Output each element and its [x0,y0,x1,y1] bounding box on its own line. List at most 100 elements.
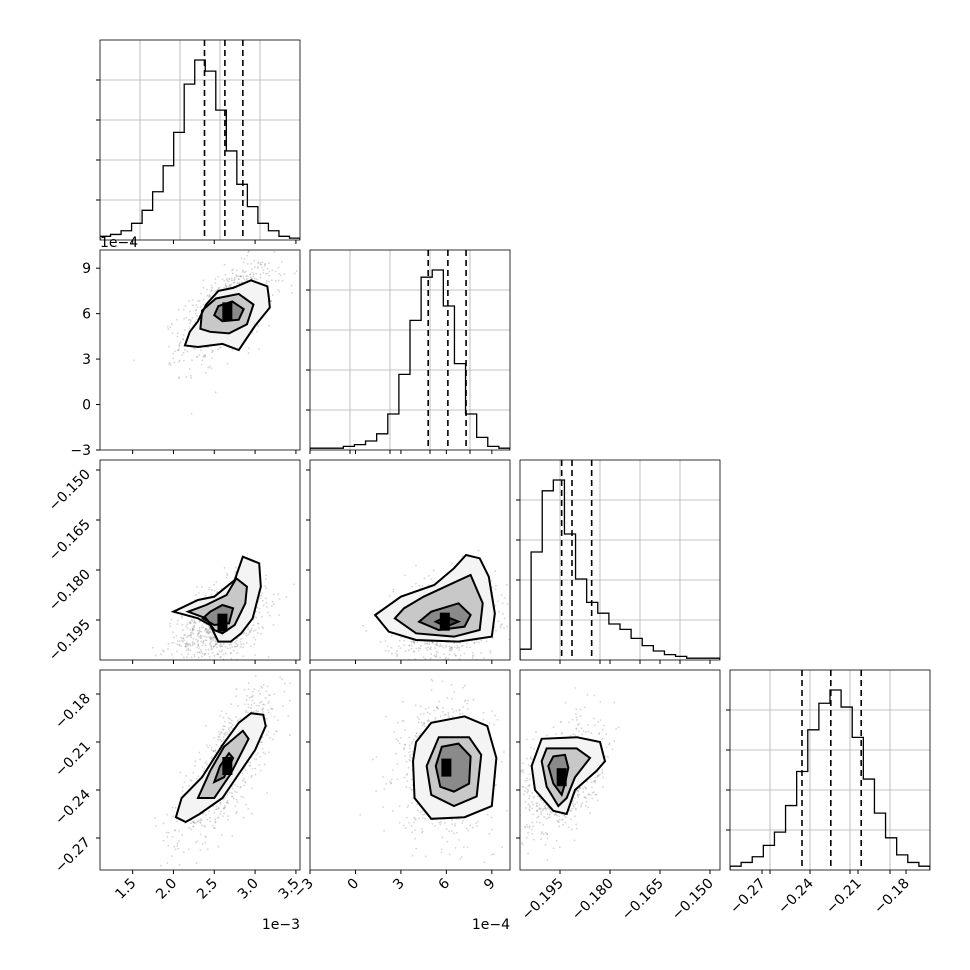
sample-point [402,720,405,722]
sample-point [420,721,423,724]
sample-point [516,749,518,751]
sample-point [289,682,292,685]
sample-point [527,852,529,855]
sample-point [216,817,219,819]
sample-point [412,640,414,642]
sample-point [503,627,505,630]
sample-point [398,821,401,824]
sample-point [195,664,197,666]
sample-point [523,756,525,758]
sample-point [186,623,189,626]
sample-point [173,641,175,644]
sample-point [277,719,280,722]
sample-point [245,634,248,637]
sample-point [539,798,542,801]
sample-point [257,261,260,263]
sample-point [448,653,451,656]
contour-line [373,553,496,643]
sample-point [225,572,228,575]
sample-point [284,682,286,685]
sample-point [463,662,465,664]
sample-point [171,641,173,644]
sample-point [414,658,417,660]
sample-point [205,648,207,651]
sample-point [234,783,237,786]
sample-point [198,651,201,654]
sample-point [254,773,257,776]
sample-point [222,725,225,728]
sample-point [587,793,590,796]
sample-point [220,655,222,658]
sample-point [466,702,469,705]
sample-point [206,288,209,291]
sample-point [243,278,246,281]
sample-point [456,644,459,647]
sample-point [222,716,225,719]
sample-point [234,566,237,569]
sample-point [214,640,217,643]
sample-point [223,720,226,723]
sample-point [203,355,205,357]
sample-point [207,366,210,369]
sample-point [451,708,454,711]
sample-point [439,643,442,646]
sample-point [178,377,180,380]
sample-point [204,635,206,638]
sample-point [231,835,234,837]
sample-point [401,720,404,722]
sample-point [454,654,457,657]
sample-point [234,571,237,574]
sample-point [222,736,225,738]
sample-point [271,738,274,741]
sample-point [155,825,158,827]
sample-point [245,632,248,635]
sample-point [208,810,210,813]
sample-point [406,780,409,783]
sample-point [207,629,209,632]
sample-point [277,288,280,291]
sample-point [222,661,224,663]
sample-point [257,622,260,625]
density-peak [441,758,452,777]
sample-point [258,611,261,614]
sample-point [250,710,253,713]
sample-point [273,251,276,253]
sample-point [203,824,206,827]
sample-point [181,616,184,619]
hist-panel-3 [730,670,930,870]
sample-point [182,670,184,672]
sample-point [204,653,207,655]
sample-point [195,309,197,312]
sample-point [195,594,197,596]
sample-point [204,841,207,844]
sample-point [242,816,245,819]
sample-point [261,266,263,269]
sample-point [427,706,430,709]
sample-point [204,639,207,642]
sample-point [235,274,238,276]
sample-point [406,772,409,775]
sample-point [215,805,218,808]
sample-point [392,666,394,668]
sample-point [526,777,528,780]
sample-point [448,649,451,652]
sample-point [220,834,223,836]
sample-point [183,781,186,784]
sample-point [461,819,464,822]
sample-point [440,851,443,854]
sample-point [223,725,226,727]
sample-point [438,645,441,648]
sample-point [259,273,262,276]
sample-point [224,804,226,807]
sample-point [413,642,416,645]
sample-point [236,282,239,285]
sample-point [193,821,196,824]
sample-point [434,825,436,827]
sample-point [480,639,483,642]
sample-point [390,635,393,637]
sample-point [224,732,227,734]
sample-point [535,809,538,812]
sample-point [192,628,195,631]
sample-point [239,275,242,278]
sample-point [226,574,229,577]
